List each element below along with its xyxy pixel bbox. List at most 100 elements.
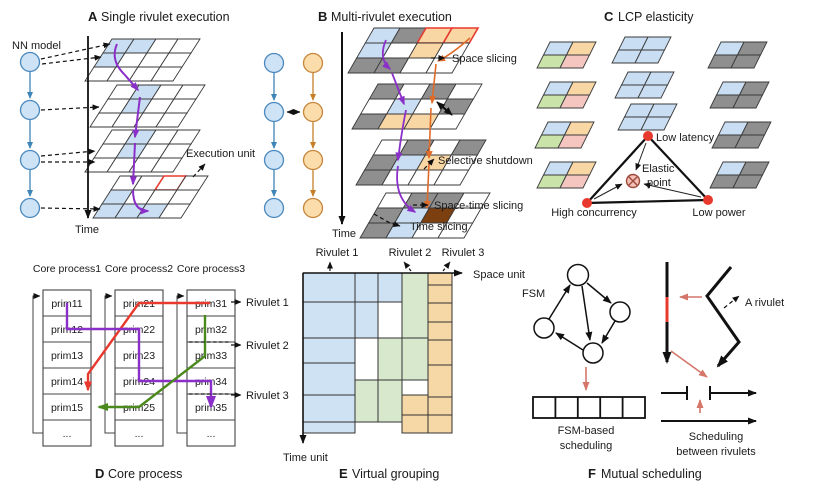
- space-unit-label: Space unit: [473, 269, 525, 281]
- panel-f-letter: F: [588, 466, 596, 481]
- paused-rivulet-arrow: [661, 386, 757, 400]
- grid-b-layer2-cell: [429, 113, 466, 130]
- grouping-cell-blue: [302, 301, 356, 339]
- panel-e-letter: E: [339, 466, 348, 481]
- nn-node: [302, 101, 324, 123]
- grid-c-left-cell: [559, 54, 591, 69]
- nn-node: [263, 101, 285, 123]
- grouping-cell-orange: [401, 394, 429, 416]
- grid-c-left-cell: [559, 174, 591, 189]
- grouping-cell-blue: [302, 421, 356, 434]
- panel-c-title: LCP elasticity: [618, 10, 694, 24]
- panel-b-letter: B: [318, 9, 327, 24]
- grouping-cell-orange: [427, 321, 453, 341]
- grouping-cell-orange: [427, 284, 453, 304]
- low-latency-label: Low latency: [656, 132, 715, 144]
- panel-d-letter: D: [95, 466, 104, 481]
- fsm-caption-line2: scheduling: [560, 440, 613, 452]
- fsm-states: [533, 263, 631, 364]
- nn-model-label: NN model: [12, 40, 61, 52]
- grid-c-left-cell: [559, 94, 591, 109]
- grid-c-mid-cell: [637, 84, 669, 99]
- grouping-cell-orange: [401, 414, 429, 434]
- grid-c-right-cell: [732, 174, 764, 189]
- grouping-cell-orange: [427, 302, 453, 323]
- grouping-cell-white: [377, 301, 403, 339]
- rivulet-2-label-d: Rivulet 2: [246, 340, 289, 352]
- high-concurrency-dot: [582, 198, 592, 208]
- nn-node: [263, 197, 285, 219]
- panel-a-letter: A: [88, 9, 98, 24]
- rivulet-2-label-e: Rivulet 2: [389, 247, 432, 259]
- grouping-cell-blue: [302, 337, 356, 364]
- fsm-state: [609, 301, 631, 323]
- space-time-slicing-label: Space-time slicing: [434, 200, 523, 212]
- grouping-cell-orange: [427, 396, 453, 416]
- core-process-header: Core process1: [33, 263, 101, 275]
- loopback-arrows: [32, 293, 187, 434]
- grid-a-layer3-cell: [150, 157, 183, 173]
- grouping-cell-orange: [427, 414, 453, 434]
- rivulet-1-label-d: Rivulet 1: [246, 297, 289, 309]
- panel-b: B Multi-rivulet execution: [263, 9, 533, 240]
- prim-cell: prim32: [195, 324, 227, 336]
- panel-c-letter: C: [604, 9, 614, 24]
- prim-cell: ...: [207, 428, 216, 440]
- rivulet-trace-purple: [65, 303, 216, 409]
- a-rivulet-label: A rivulet: [745, 297, 784, 309]
- nn-nodes-b-blue: [263, 52, 285, 219]
- grid-c-right-cell: [734, 134, 766, 149]
- fsm-caption-line1: FSM-based: [558, 425, 615, 437]
- grouping-cell-blue: [377, 272, 403, 303]
- prim-cell: prim14: [51, 376, 83, 388]
- prim-cell: ...: [135, 428, 144, 440]
- space-slice-exchange-arrow: [436, 101, 453, 116]
- grouping-cell-blue: [302, 362, 356, 396]
- low-power-label: Low power: [692, 207, 746, 219]
- grouping-cell-white: [401, 379, 429, 396]
- selective-shutdown-arrow: [423, 158, 435, 170]
- nn-node: [302, 52, 324, 74]
- rivulet-trace-red: [84, 301, 210, 392]
- grouping-cell-orange: [427, 364, 453, 398]
- grouping-cell-orange: [427, 339, 453, 366]
- sched-caption-line1: Scheduling: [689, 431, 743, 443]
- nn-node: [263, 149, 285, 171]
- prim-cell: prim13: [51, 350, 83, 362]
- time-unit-label: Time unit: [283, 452, 328, 464]
- fsm-transitions: [548, 282, 616, 351]
- nn-node: [19, 51, 41, 73]
- grid-c-right-cell: [730, 54, 762, 69]
- nn-node: [263, 52, 285, 74]
- prim-cell: prim31: [195, 298, 227, 310]
- grid-a-layer1-cell: [150, 66, 183, 82]
- grouping-cell-blue: [302, 272, 356, 303]
- grouping-cell-blue: [354, 272, 379, 303]
- rivulet-1-label-e: Rivulet 1: [316, 247, 359, 259]
- rivulet-path-b-purple: [381, 39, 417, 213]
- nn-node: [19, 197, 41, 219]
- selective-shutdown-label: Selective shutdown: [438, 155, 533, 167]
- execution-unit-arrow: [192, 163, 206, 178]
- rivulet-trace-green: [97, 315, 207, 411]
- grid-c-mid-cell: [634, 49, 666, 64]
- lcp-vertices: [582, 131, 713, 208]
- nn-node: [302, 197, 324, 219]
- panel-f: FSM FSM-based scheduling: [522, 262, 784, 481]
- lcp-inner-arrows: [593, 142, 702, 200]
- elastic-point-label-1: Elastic: [642, 163, 675, 175]
- panel-d: Core process1prim11prim12prim13prim14pri…: [32, 263, 289, 481]
- a-rivulet-arrow: [723, 295, 740, 309]
- nn-nodes-a: [19, 51, 41, 219]
- grouping-cell-green: [377, 379, 403, 423]
- low-power-dot: [703, 195, 713, 205]
- elastic-point-symbol: [625, 173, 641, 189]
- grid-a-layer4-cell: [158, 203, 191, 219]
- grouping-cell-orange: [427, 272, 453, 286]
- sched-caption-line2: between rivulets: [676, 446, 756, 458]
- rivulet-3-label-d: Rivulet 3: [246, 390, 289, 402]
- high-concurrency-label: High concurrency: [551, 207, 637, 219]
- space-slicing-label: Space slicing: [452, 53, 517, 65]
